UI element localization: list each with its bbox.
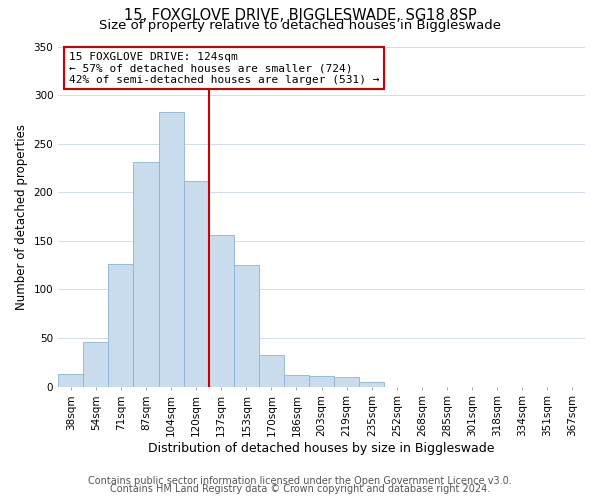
Bar	[234, 265, 259, 386]
Bar	[184, 180, 209, 386]
Y-axis label: Number of detached properties: Number of detached properties	[15, 124, 28, 310]
Text: Size of property relative to detached houses in Biggleswade: Size of property relative to detached ho…	[99, 18, 501, 32]
X-axis label: Distribution of detached houses by size in Biggleswade: Distribution of detached houses by size …	[148, 442, 495, 455]
Bar	[209, 235, 234, 386]
Text: Contains public sector information licensed under the Open Government Licence v3: Contains public sector information licen…	[88, 476, 512, 486]
Text: 15, FOXGLOVE DRIVE, BIGGLESWADE, SG18 8SP: 15, FOXGLOVE DRIVE, BIGGLESWADE, SG18 8S…	[124, 8, 476, 22]
Bar	[359, 382, 385, 386]
Bar	[83, 342, 109, 386]
Bar	[58, 374, 83, 386]
Bar	[133, 162, 158, 386]
Bar	[334, 377, 359, 386]
Bar	[109, 264, 133, 386]
Bar	[309, 376, 334, 386]
Bar	[158, 112, 184, 386]
Bar	[284, 375, 309, 386]
Text: Contains HM Land Registry data © Crown copyright and database right 2024.: Contains HM Land Registry data © Crown c…	[110, 484, 490, 494]
Bar	[259, 354, 284, 386]
Text: 15 FOXGLOVE DRIVE: 124sqm
← 57% of detached houses are smaller (724)
42% of semi: 15 FOXGLOVE DRIVE: 124sqm ← 57% of detac…	[69, 52, 379, 85]
